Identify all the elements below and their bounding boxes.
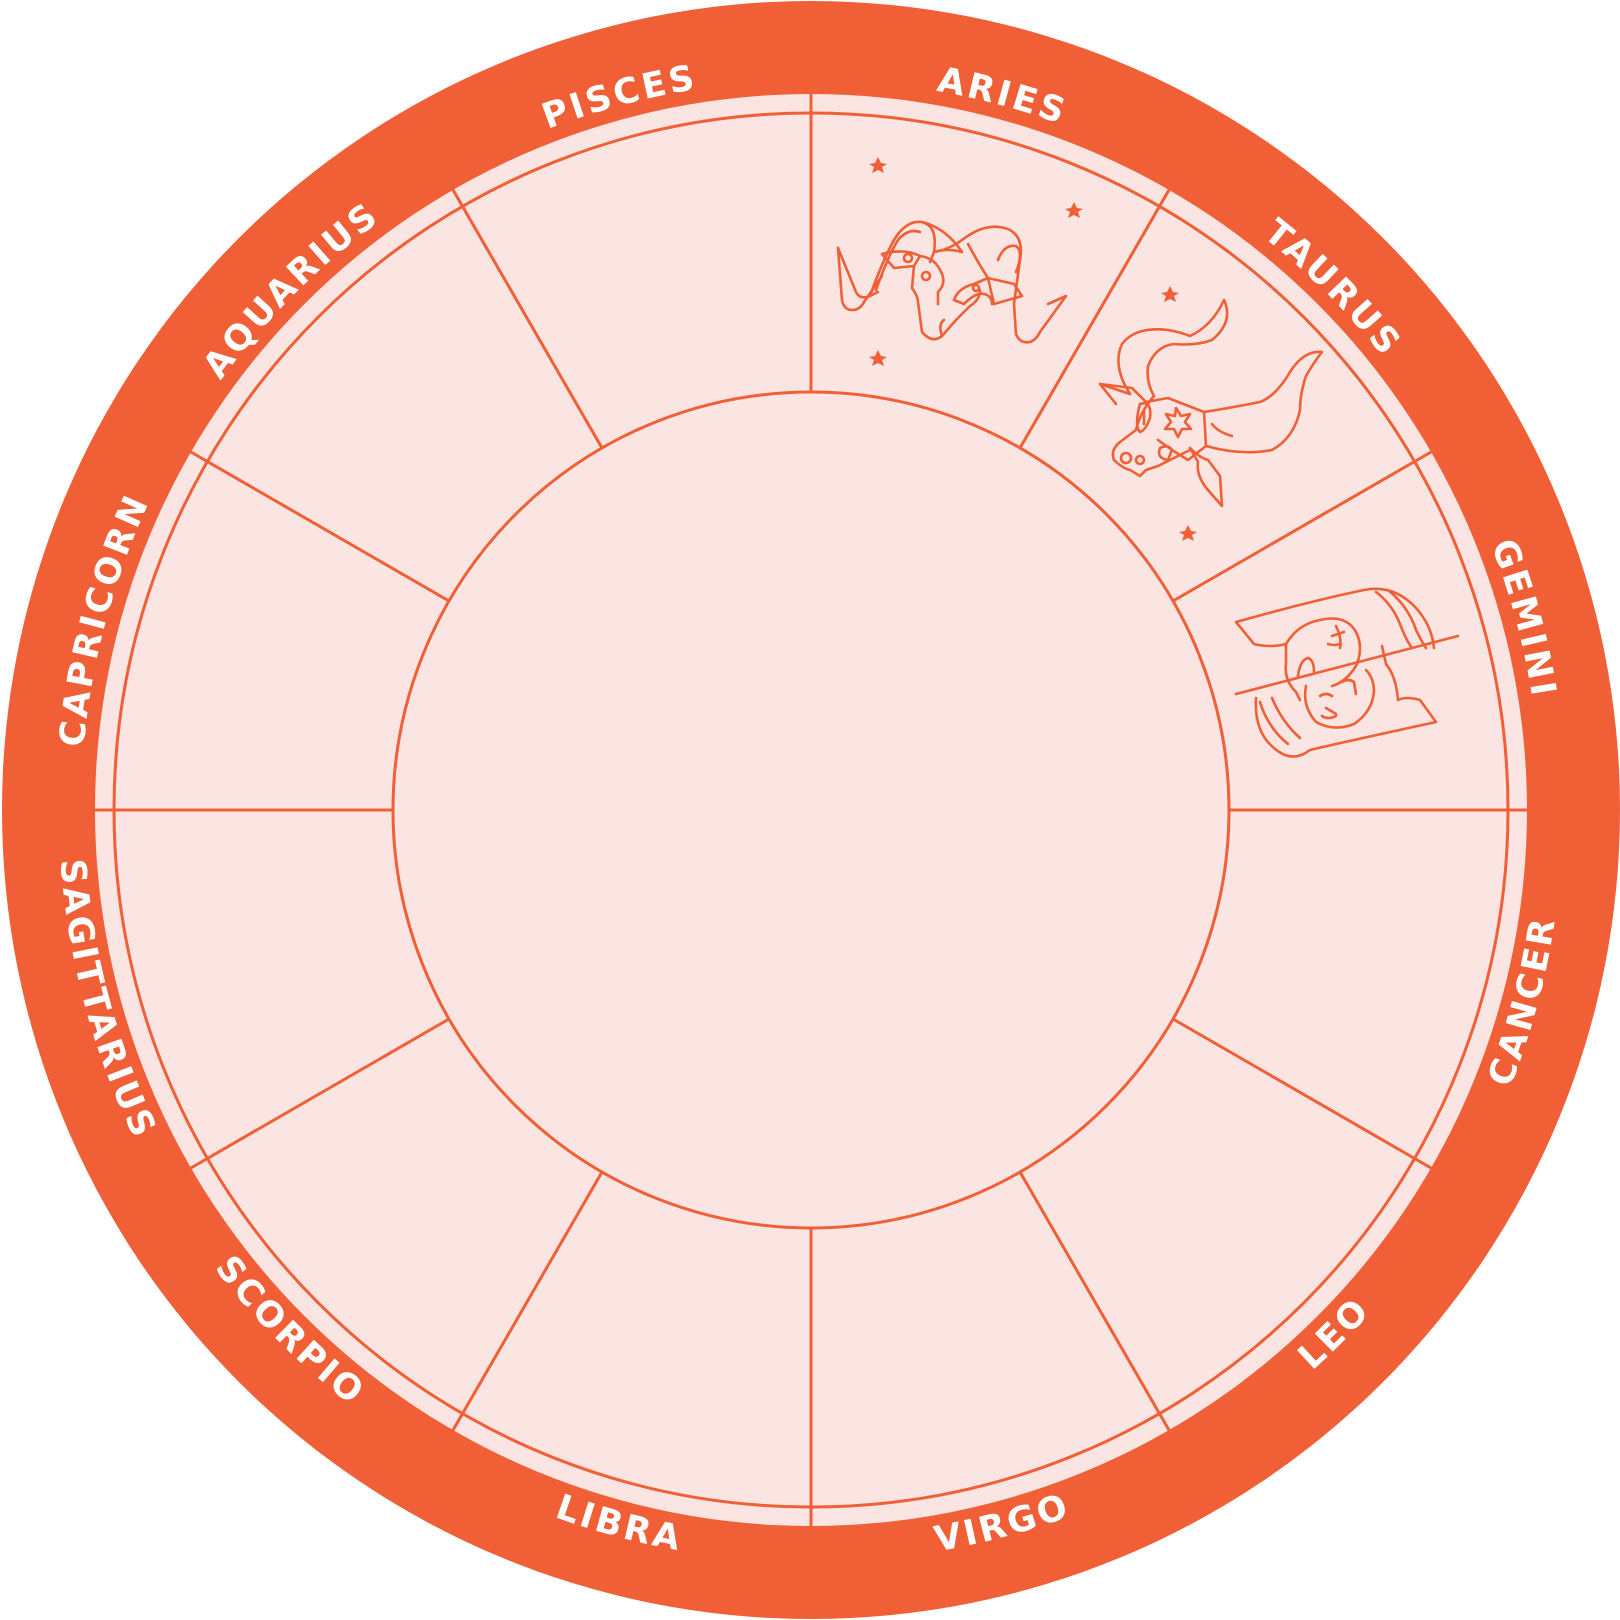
star-icon xyxy=(1065,202,1083,218)
house-dividers xyxy=(95,94,1527,1526)
house-divider-line xyxy=(190,1017,450,1170)
star-icon xyxy=(1161,286,1179,302)
star-icon xyxy=(869,350,887,366)
house-divider-line xyxy=(451,1171,604,1431)
ram-icon xyxy=(836,220,1068,344)
house-divider-line xyxy=(1018,1171,1171,1431)
twins-icon xyxy=(1234,587,1460,758)
bull-icon xyxy=(1098,298,1324,508)
center-circle xyxy=(391,390,1231,1230)
star-icon xyxy=(1179,525,1197,541)
house-divider-line xyxy=(1172,1017,1432,1170)
house-divider-line xyxy=(1018,189,1171,449)
house-divider-line xyxy=(1172,450,1432,603)
house-divider-line xyxy=(190,450,450,603)
star-icon xyxy=(869,157,887,173)
house-divider-line xyxy=(451,189,604,449)
inner-disc xyxy=(95,94,1527,1526)
